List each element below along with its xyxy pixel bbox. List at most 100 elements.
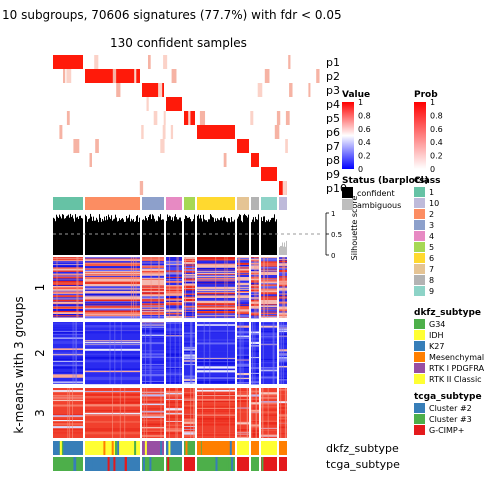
heatmap-stripe — [279, 408, 287, 411]
heatmap-stripe — [53, 314, 83, 316]
heatmap-stripe — [184, 404, 195, 407]
heatmap-column-noise — [280, 388, 282, 438]
tcga-subtype-cell — [149, 457, 152, 471]
silhouette-bar — [247, 217, 248, 255]
heatmap-column-noise — [143, 388, 145, 438]
heatmap-stripe — [197, 376, 235, 377]
heatmap-stripe — [53, 329, 83, 331]
heatmap-stripe — [184, 399, 195, 401]
heatmap-column-noise — [174, 322, 176, 384]
silhouette-bar — [200, 215, 201, 255]
heatmap-stripe — [166, 328, 182, 331]
heatmap-stripe — [142, 275, 164, 278]
silhouette-bar — [56, 214, 57, 255]
heatmap-column-noise — [191, 322, 193, 384]
heatmap-stripe — [85, 269, 140, 272]
silhouette-bar — [283, 246, 284, 255]
heatmap-stripe — [261, 270, 277, 272]
heatmap-stripe — [184, 260, 195, 262]
class-legend-label: 9 — [429, 287, 434, 296]
prob-cell-faint — [264, 69, 270, 83]
prob-cell-faint — [276, 111, 281, 125]
heatmap-stripe — [197, 361, 235, 363]
silhouette-bar — [77, 216, 78, 255]
silhouette-bar — [67, 215, 68, 255]
heatmap-stripe — [53, 307, 83, 309]
tcga-subtype-cell — [237, 457, 249, 471]
silhouette-bar — [222, 220, 223, 255]
heatmap-stripe — [251, 431, 259, 433]
silhouette-bar — [109, 217, 110, 255]
prob-legend-tick: 0.8 — [430, 111, 443, 120]
heatmap-stripe — [142, 420, 164, 422]
heatmap-stripe — [261, 402, 277, 405]
heatmap-stripe — [279, 422, 287, 425]
heatmap-stripe — [85, 281, 140, 283]
heatmap-stripe — [85, 307, 140, 308]
heatmap-stripe — [184, 275, 195, 277]
prob-legend-tick: 0.2 — [430, 152, 443, 161]
heatmap-stripe — [184, 426, 195, 429]
silhouette-bar — [136, 216, 137, 255]
heatmap-stripe — [197, 401, 235, 403]
silhouette-bar — [241, 220, 242, 255]
heatmap-stripe — [261, 315, 277, 317]
prob-cell-faint — [257, 83, 263, 97]
silhouette-bar — [124, 222, 125, 255]
heatmap-stripe — [85, 295, 140, 297]
heatmap-stripe — [166, 274, 182, 277]
heatmap-stripe — [166, 374, 182, 377]
heatmap-stripe — [261, 335, 277, 338]
class-cell — [142, 197, 164, 210]
heatmap-stripe — [184, 289, 195, 292]
heatmap-stripe — [237, 398, 249, 401]
silhouette-bar — [142, 219, 143, 255]
heatmap-stripe — [261, 354, 277, 355]
tcga-subtype-cell — [261, 457, 264, 471]
dkfz-subtype-cell — [251, 441, 259, 455]
heatmap-stripe — [166, 288, 182, 290]
heatmap-stripe — [261, 261, 277, 264]
heatmap-stripe — [184, 293, 195, 296]
heatmap-stripe — [166, 359, 182, 362]
heatmap-stripe — [166, 303, 182, 306]
heatmap-stripe — [85, 299, 140, 302]
heatmap-stripe — [261, 309, 277, 311]
heatmap-stripe — [142, 418, 164, 419]
heatmap-stripe — [184, 294, 195, 297]
heatmap-column-noise — [69, 388, 71, 438]
heatmap-stripe — [261, 311, 277, 313]
heatmap-stripe — [251, 409, 259, 412]
prob-cell-high — [85, 69, 140, 83]
silhouette-bar — [178, 219, 179, 255]
class-legend-label: 1 — [429, 188, 434, 197]
heatmap-stripe — [237, 314, 249, 316]
heatmap-stripe — [184, 335, 195, 338]
heatmap-stripe — [261, 329, 277, 331]
class-legend-label: 3 — [429, 221, 434, 230]
silhouette-bar — [244, 213, 245, 255]
heatmap-stripe — [142, 391, 164, 393]
heatmap-stripe — [197, 372, 235, 375]
heatmap-stripe — [261, 341, 277, 344]
heatmap-stripe — [53, 323, 83, 325]
dkfz-subtype-cell — [61, 441, 64, 455]
prob-cell-faint — [158, 83, 163, 97]
heatmap-column-noise — [267, 388, 269, 438]
silhouette-bar — [253, 217, 254, 255]
heatmap-stripe — [261, 284, 277, 285]
heatmap-stripe — [237, 411, 249, 413]
heatmap-stripe — [142, 333, 164, 335]
heatmap-stripe — [237, 311, 249, 313]
silhouette-bar — [103, 220, 104, 255]
heatmap-stripe — [184, 292, 195, 295]
dkfz-subtype-cell — [244, 441, 247, 455]
class-legend-label: 2 — [429, 210, 434, 219]
heatmap-stripe — [142, 323, 164, 326]
heatmap-column-noise — [262, 388, 264, 438]
heatmap-stripe — [142, 322, 164, 324]
heatmap-stripe — [237, 420, 249, 422]
silhouette-bar — [156, 220, 157, 255]
heatmap-stripe — [261, 292, 277, 295]
